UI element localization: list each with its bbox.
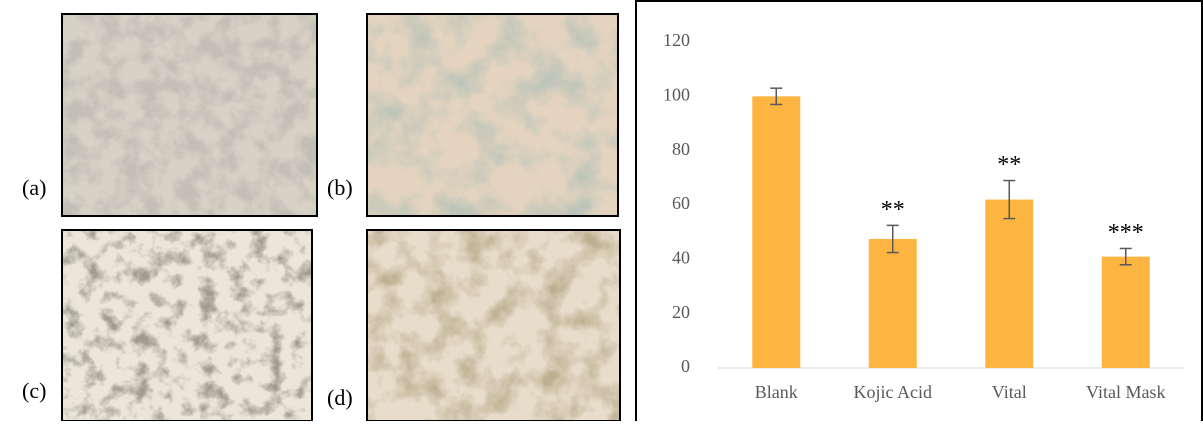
y-tick-label: 0 (681, 356, 690, 376)
micrograph-c (62, 230, 312, 421)
x-tick-label: Kojic Acid (854, 382, 933, 402)
bar (985, 200, 1033, 368)
bar (1102, 257, 1150, 368)
x-tick-label: Vital (992, 382, 1027, 402)
y-tick-label: 40 (672, 247, 690, 267)
micrograph-b (367, 14, 618, 216)
x-tick-label: Blank (755, 382, 798, 402)
panel-label: (b) (327, 175, 353, 200)
figure: (a) (b) (c) (d) 0 20 40 60 80 100 120 Blank Koji… (0, 0, 1203, 421)
y-tick-label: 20 (672, 302, 690, 322)
y-tick-label: 120 (663, 30, 690, 50)
y-tick-label: 60 (672, 193, 690, 213)
y-tick-label: 80 (672, 139, 690, 159)
significance-label: ** (881, 197, 905, 223)
panel-label: (c) (22, 378, 46, 403)
micrograph-a (62, 14, 317, 216)
panel-label: (a) (22, 175, 46, 200)
bar (752, 96, 800, 368)
panel-label: (d) (327, 385, 353, 410)
y-tick-label: 100 (663, 84, 690, 104)
significance-label: *** (1108, 220, 1144, 246)
micrograph-d (367, 230, 620, 421)
x-tick-label: Vital Mask (1086, 382, 1165, 402)
bar (869, 239, 917, 368)
significance-label: ** (997, 152, 1021, 178)
